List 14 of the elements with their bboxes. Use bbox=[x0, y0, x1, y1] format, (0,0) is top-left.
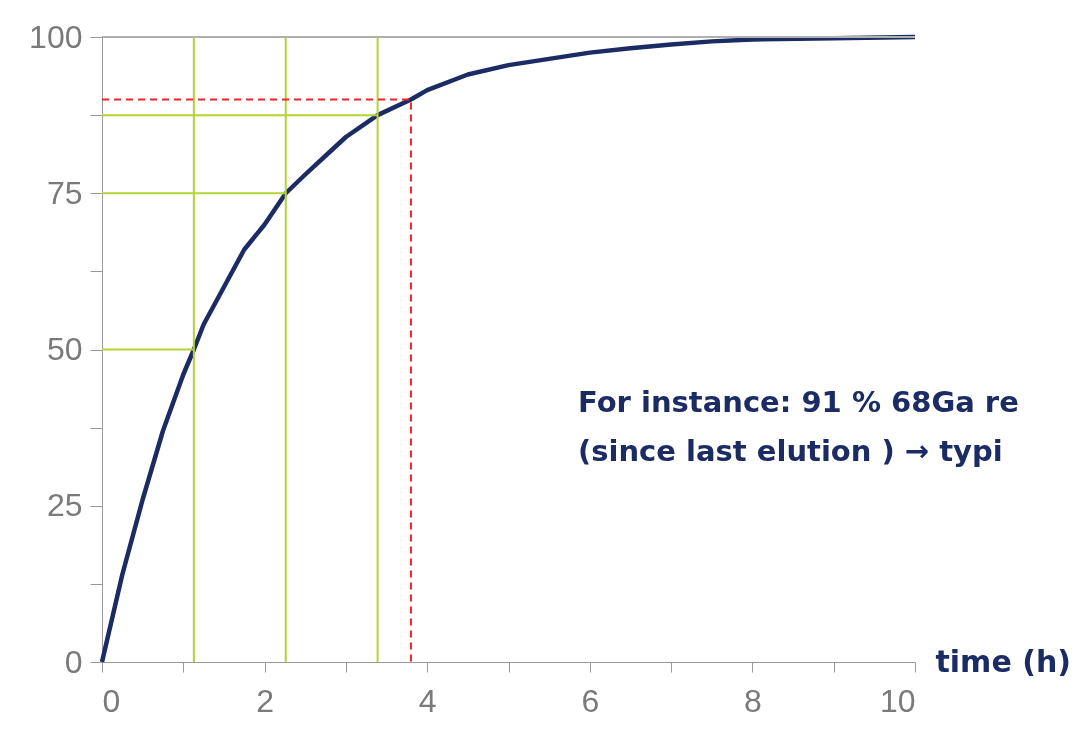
annotation: (since last elution ) → typi bbox=[578, 434, 1003, 468]
y-tick-label: 50 bbox=[46, 331, 83, 367]
y-tick-label: 25 bbox=[46, 487, 83, 524]
x-tick-label: 0 bbox=[102, 682, 121, 719]
x-tick-label: 8 bbox=[744, 682, 762, 719]
x-tick-label: 2 bbox=[256, 682, 274, 719]
x-tick-label: 4 bbox=[418, 682, 437, 719]
x-tick-label: 6 bbox=[581, 682, 600, 719]
x-axis-title: time (h) bbox=[935, 643, 1071, 679]
y-tick-label: 0 bbox=[64, 643, 83, 680]
y-tick-label: 75 bbox=[46, 174, 83, 211]
y-tick-label: 100 bbox=[29, 18, 83, 55]
x-tick-label: 10 bbox=[879, 682, 916, 719]
annotation: For instance: 91 % 68Ga re bbox=[578, 385, 1019, 419]
